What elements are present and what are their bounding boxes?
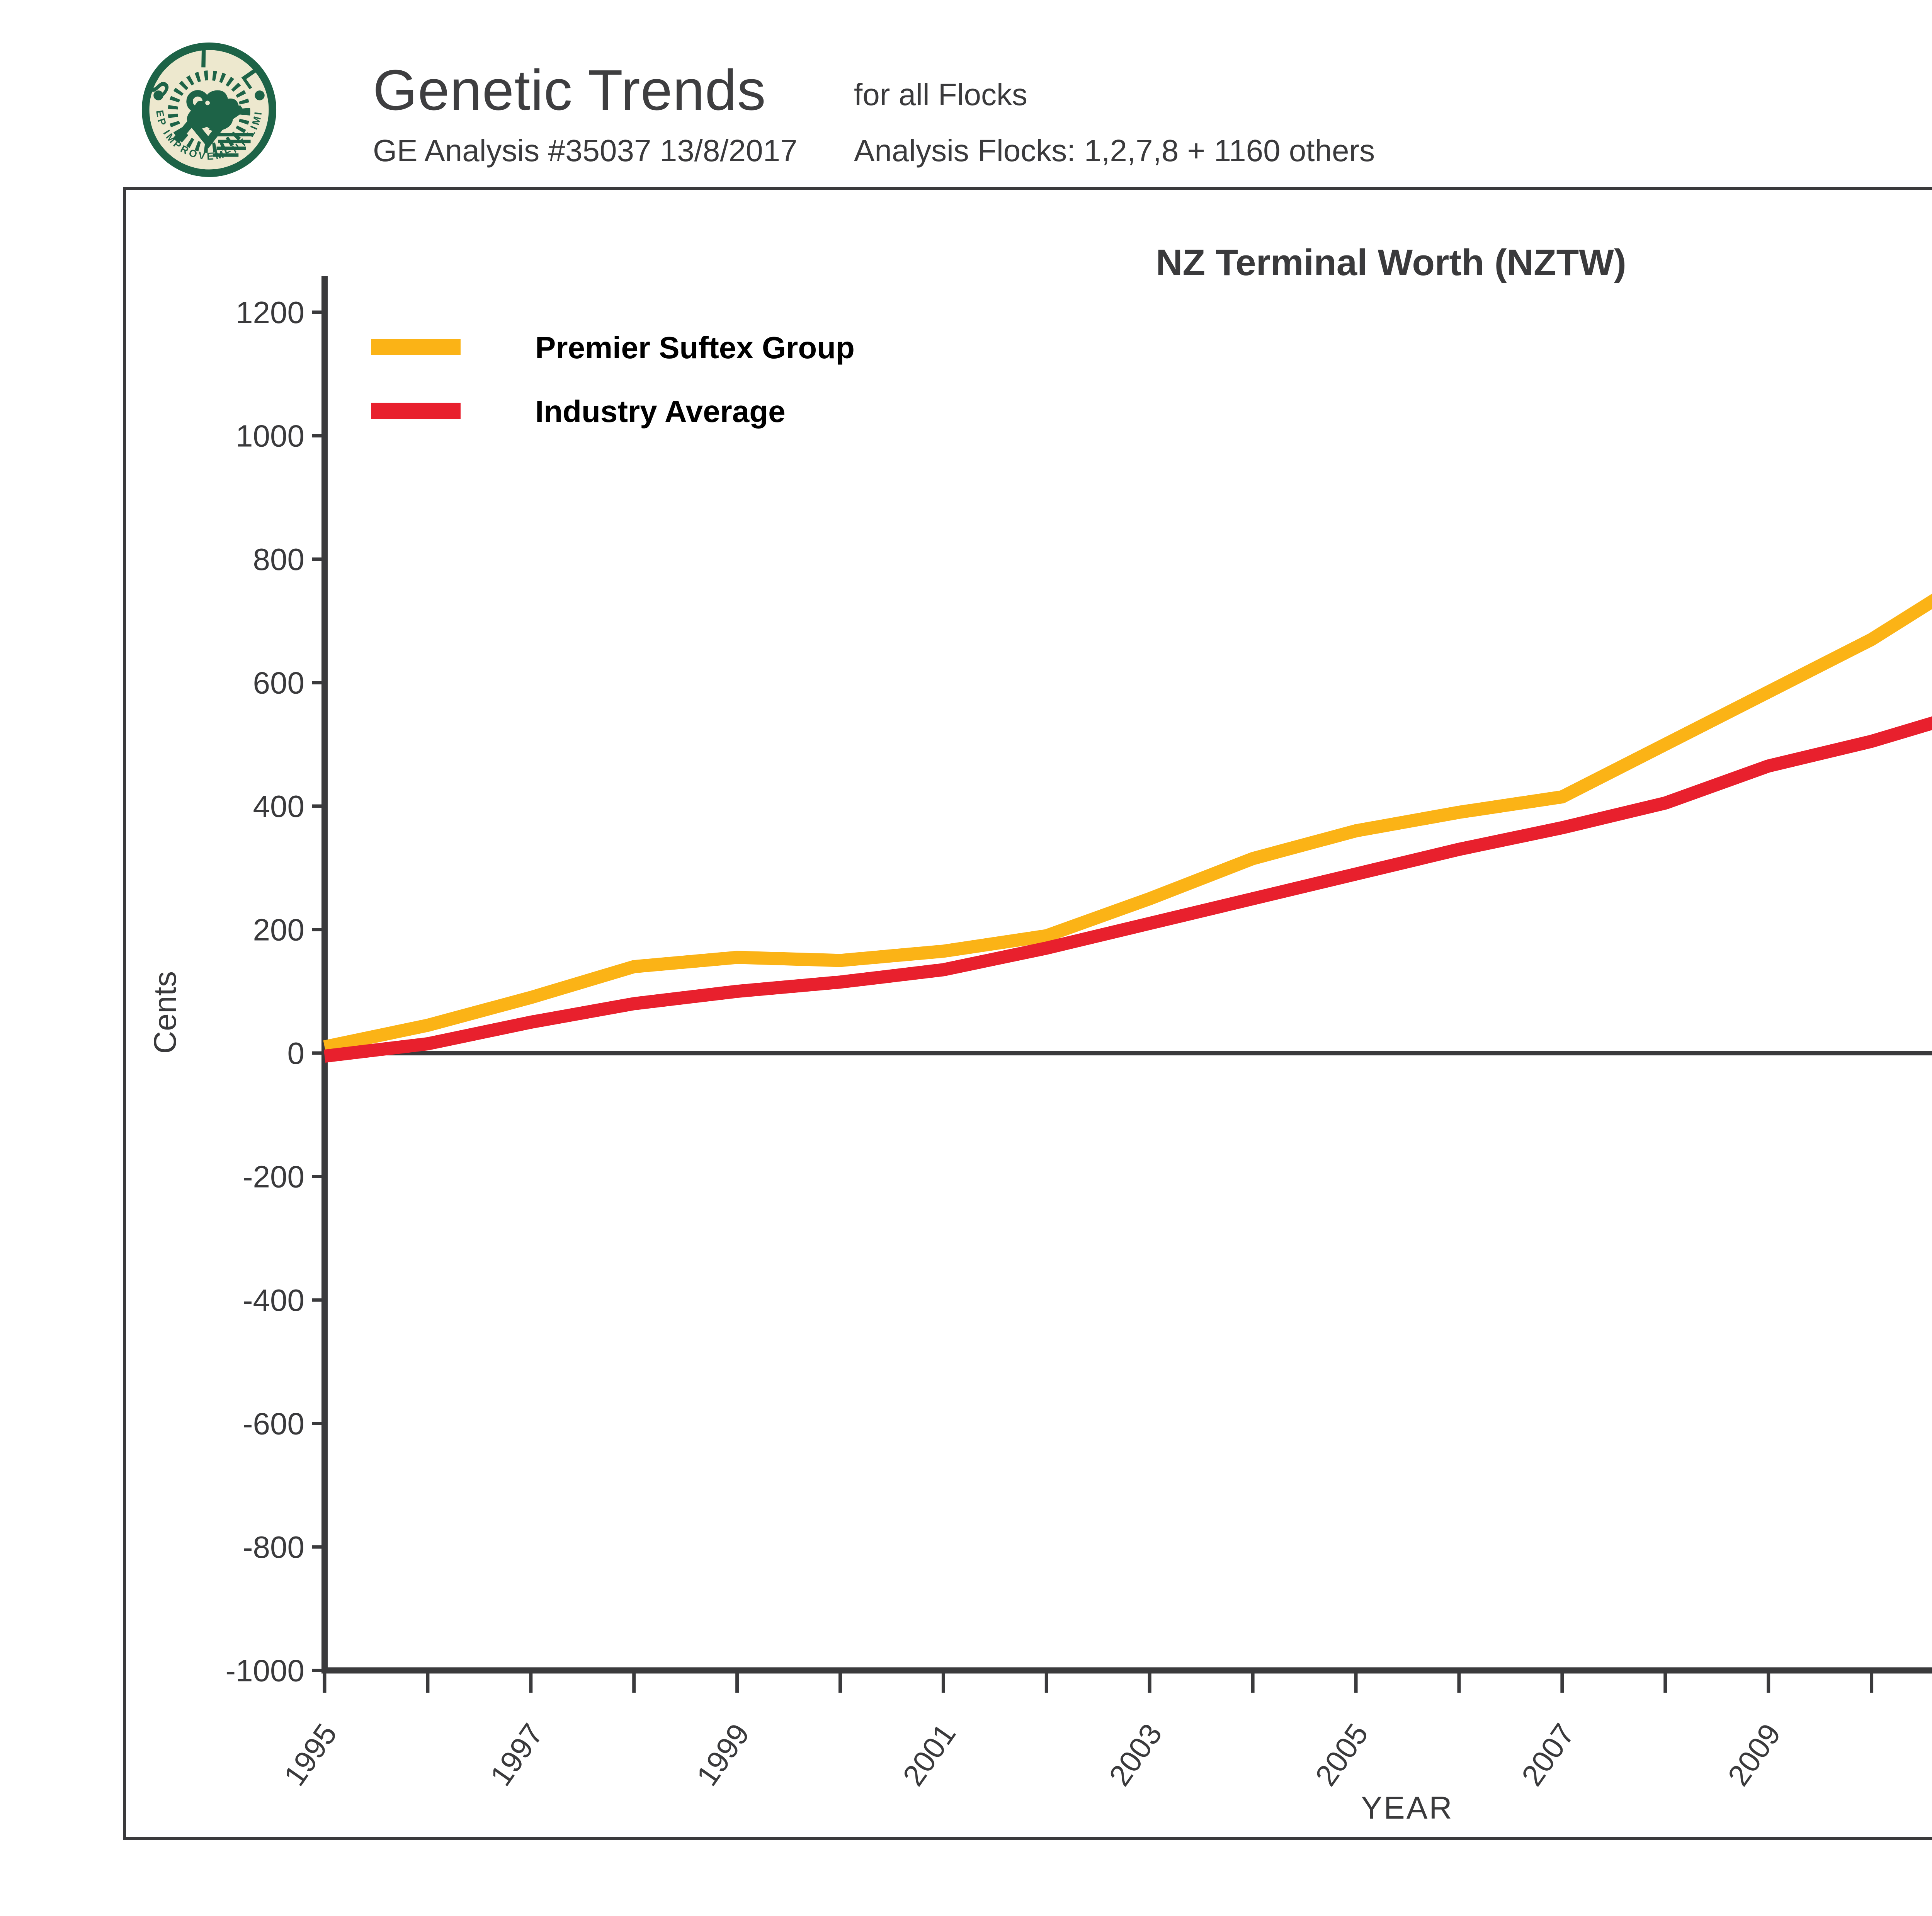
x-tick-label: 2001 <box>896 1717 963 1792</box>
x-tick-label: 2003 <box>1102 1717 1169 1792</box>
chart-frame <box>123 187 1932 1840</box>
analysis-meta: GE Analysis #35037 13/8/2017 <box>373 133 798 168</box>
legend-label-premier-suftex: Premier Suftex Group <box>535 330 855 365</box>
chart-title: NZ Terminal Worth (NZTW) <box>1156 242 1626 283</box>
logo-stripes-icon <box>213 133 253 157</box>
premier-suftex-line <box>323 594 1932 1053</box>
logo-ram-icon <box>186 90 239 131</box>
x-tick-label: 2005 <box>1308 1717 1375 1792</box>
page-subtitle: for all Flocks <box>854 77 1027 112</box>
x-tick-label: 1999 <box>690 1717 756 1792</box>
y-tick-label-left: 0 <box>287 1036 305 1070</box>
plot-area: 1200120010001000800800600600400400200200… <box>225 276 1932 1792</box>
x-tick-label: 2009 <box>1721 1717 1787 1792</box>
y-tick-label-left: -200 <box>243 1160 304 1194</box>
y-tick-label-left: 600 <box>253 666 304 700</box>
y-tick-label-left: 200 <box>253 913 304 947</box>
y-tick-label-left: -600 <box>243 1407 304 1441</box>
logo-sunburst-icon <box>168 70 250 153</box>
industry-average-line <box>323 716 1932 1063</box>
sil-logo-icon: S I L SHEEP IMPROVEMENT LIMITED <box>136 32 277 177</box>
y-tick-label-left: -400 <box>243 1283 304 1317</box>
x-tick-label: 2007 <box>1515 1717 1581 1792</box>
logo-dot-left-icon <box>153 90 163 100</box>
industry-average-swatch-icon <box>371 403 461 419</box>
sil-logo: S I L SHEEP IMPROVEMENT LIMITED <box>136 32 277 178</box>
premier-suftex-swatch-icon <box>371 339 461 355</box>
y-tick-label-left: -800 <box>243 1530 304 1564</box>
legend-label-industry-average: Industry Average <box>535 394 786 429</box>
page-title: Genetic Trends <box>373 58 766 122</box>
y-tick-label-left: 1200 <box>236 295 304 330</box>
y-tick-label-left: 1000 <box>236 419 304 453</box>
flocks-meta: Analysis Flocks: 1,2,7,8 + 1160 others <box>854 133 1375 168</box>
x-tick-label: 2011 <box>1929 1717 1932 1790</box>
y-tick-label-left: 800 <box>253 542 304 577</box>
x-axis-title: YEAR <box>1361 1790 1453 1826</box>
y-tick-label-left: 400 <box>253 789 304 824</box>
y-axis-title: Cents <box>148 971 183 1054</box>
y-tick-label-left: -1000 <box>225 1654 304 1688</box>
x-tick-label: 1995 <box>277 1717 344 1792</box>
logo-dot-right-icon <box>255 90 265 100</box>
chart-legend: Premier Suftex Group Industry Average <box>371 330 855 429</box>
x-tick-label: 1997 <box>483 1717 550 1792</box>
